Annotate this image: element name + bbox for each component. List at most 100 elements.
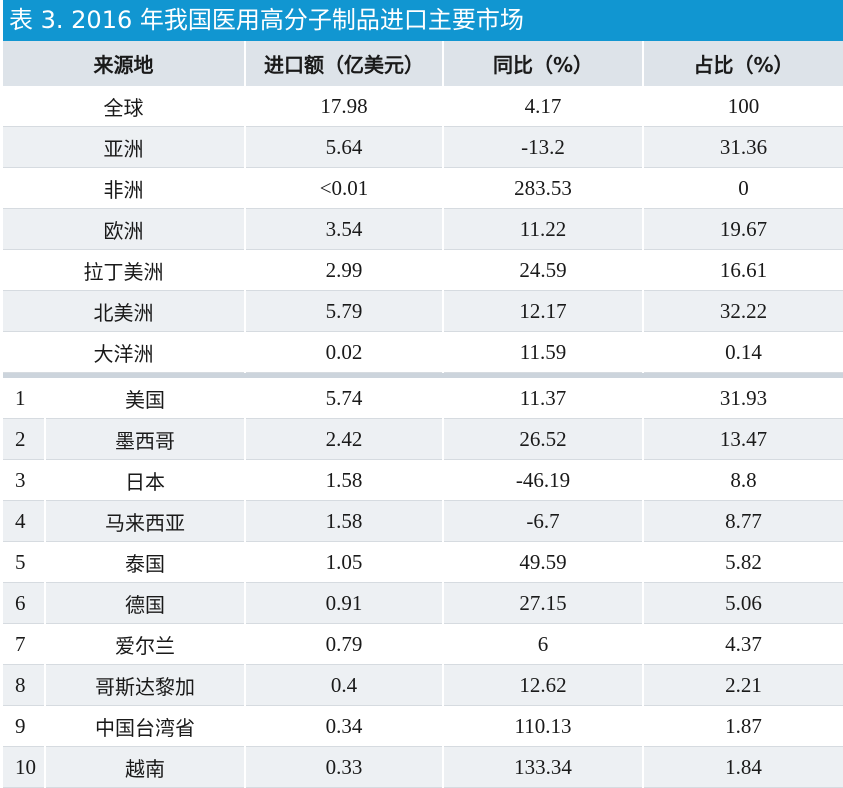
yoy-change: 12.17: [443, 290, 644, 332]
country-name: 泰国: [45, 541, 246, 583]
yoy-change: 11.59: [443, 331, 644, 373]
country-row: 10 越南 0.33 133.34 1.84: [3, 746, 843, 788]
region-row: 大洋洲 0.02 11.59 0.14: [3, 331, 843, 373]
yoy-change: 4.17: [443, 86, 644, 127]
import-amount: 5.64: [245, 126, 444, 168]
header-yoy: 同比（%）: [443, 41, 644, 86]
region-row: 欧洲 3.54 11.22 19.67: [3, 208, 843, 250]
import-markets-table: 来源地 进口额（亿美元） 同比（%） 占比（%） 全球 17.98 4.17 100 亚…: [3, 41, 843, 788]
share-percent: 1.87: [643, 705, 843, 747]
yoy-change: -6.7: [443, 500, 644, 542]
share-percent: 19.67: [643, 208, 843, 250]
table-body: 全球 17.98 4.17 100 亚洲 5.64 -13.2 31.36 非洲 <0.01 283…: [3, 86, 843, 788]
import-amount: 5.79: [245, 290, 444, 332]
rank-number: 8: [3, 664, 46, 706]
share-percent: 0.14: [643, 331, 843, 373]
country-name: 爱尔兰: [45, 623, 246, 665]
import-amount: 1.58: [245, 500, 444, 542]
yoy-change: 110.13: [443, 705, 644, 747]
rank-number: 5: [3, 541, 46, 583]
section-divider-cell: [3, 372, 843, 378]
rank-number: 9: [3, 705, 46, 747]
yoy-change: 12.62: [443, 664, 644, 706]
country-row: 9 中国台湾省 0.34 110.13 1.87: [3, 705, 843, 747]
region-name: 大洋洲: [3, 331, 246, 373]
yoy-change: 27.15: [443, 582, 644, 624]
yoy-change: 24.59: [443, 249, 644, 291]
country-row: 7 爱尔兰 0.79 6 4.37: [3, 623, 843, 665]
share-percent: 2.21: [643, 664, 843, 706]
region-row: 全球 17.98 4.17 100: [3, 86, 843, 127]
share-percent: 5.06: [643, 582, 843, 624]
country-row: 6 德国 0.91 27.15 5.06: [3, 582, 843, 624]
country-name: 美国: [45, 378, 246, 419]
country-name: 马来西亚: [45, 500, 246, 542]
country-row: 3 日本 1.58 -46.19 8.8: [3, 459, 843, 501]
share-percent: 16.61: [643, 249, 843, 291]
yoy-change: -46.19: [443, 459, 644, 501]
country-name: 日本: [45, 459, 246, 501]
header-source: 来源地: [3, 41, 246, 86]
region-row: 北美洲 5.79 12.17 32.22: [3, 290, 843, 332]
rank-number: 10: [3, 746, 46, 788]
import-amount: 2.42: [245, 418, 444, 460]
yoy-change: 11.37: [443, 378, 644, 419]
country-row: 1 美国 5.74 11.37 31.93: [3, 378, 843, 419]
yoy-change: -13.2: [443, 126, 644, 168]
country-row: 2 墨西哥 2.42 26.52 13.47: [3, 418, 843, 460]
country-name: 德国: [45, 582, 246, 624]
region-row: 拉丁美洲 2.99 24.59 16.61: [3, 249, 843, 291]
share-percent: 8.8: [643, 459, 843, 501]
rank-number: 3: [3, 459, 46, 501]
country-name: 哥斯达黎加: [45, 664, 246, 706]
rank-number: 2: [3, 418, 46, 460]
import-amount: 0.34: [245, 705, 444, 747]
import-amount: 17.98: [245, 86, 444, 127]
import-amount: 1.58: [245, 459, 444, 501]
country-name: 墨西哥: [45, 418, 246, 460]
import-amount: 0.79: [245, 623, 444, 665]
import-amount: 0.4: [245, 664, 444, 706]
country-row: 4 马来西亚 1.58 -6.7 8.77: [3, 500, 843, 542]
country-name: 越南: [45, 746, 246, 788]
region-row: 非洲 <0.01 283.53 0: [3, 167, 843, 209]
import-amount: 0.33: [245, 746, 444, 788]
rank-number: 4: [3, 500, 46, 542]
table-title: 表 3. 2016 年我国医用高分子制品进口主要市场: [3, 0, 843, 41]
share-percent: 8.77: [643, 500, 843, 542]
import-amount: 1.05: [245, 541, 444, 583]
country-row: 8 哥斯达黎加 0.4 12.62 2.21: [3, 664, 843, 706]
header-amount: 进口额（亿美元）: [245, 41, 444, 86]
region-name: 拉丁美洲: [3, 249, 246, 291]
yoy-change: 133.34: [443, 746, 644, 788]
import-amount: 3.54: [245, 208, 444, 250]
share-percent: 5.82: [643, 541, 843, 583]
share-percent: 13.47: [643, 418, 843, 460]
country-name: 中国台湾省: [45, 705, 246, 747]
share-percent: 31.36: [643, 126, 843, 168]
share-percent: 4.37: [643, 623, 843, 665]
section-divider: [3, 372, 843, 378]
region-row: 亚洲 5.64 -13.2 31.36: [3, 126, 843, 168]
yoy-change: 6: [443, 623, 644, 665]
import-amount: 0.91: [245, 582, 444, 624]
country-row: 5 泰国 1.05 49.59 5.82: [3, 541, 843, 583]
region-name: 北美洲: [3, 290, 246, 332]
share-percent: 100: [643, 86, 843, 127]
header-row: 来源地 进口额（亿美元） 同比（%） 占比（%）: [3, 41, 843, 86]
yoy-change: 49.59: [443, 541, 644, 583]
yoy-change: 11.22: [443, 208, 644, 250]
share-percent: 0: [643, 167, 843, 209]
rank-number: 7: [3, 623, 46, 665]
region-name: 非洲: [3, 167, 246, 209]
region-name: 亚洲: [3, 126, 246, 168]
header-share: 占比（%）: [643, 41, 843, 86]
import-amount: 0.02: [245, 331, 444, 373]
share-percent: 31.93: [643, 378, 843, 419]
region-name: 欧洲: [3, 208, 246, 250]
import-amount: 5.74: [245, 378, 444, 419]
table-header: 来源地 进口额（亿美元） 同比（%） 占比（%）: [3, 41, 843, 86]
rank-number: 6: [3, 582, 46, 624]
share-percent: 32.22: [643, 290, 843, 332]
